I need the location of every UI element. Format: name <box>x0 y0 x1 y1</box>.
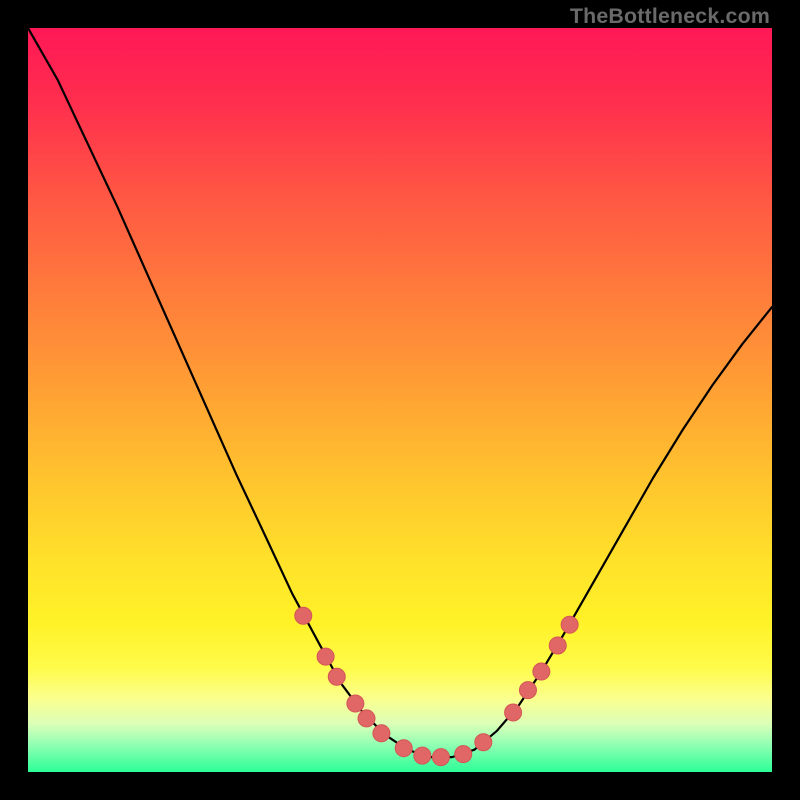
curve-marker <box>395 740 412 757</box>
plot-area <box>28 28 772 772</box>
curve-marker <box>295 607 312 624</box>
curve-marker <box>317 648 334 665</box>
curve-marker <box>414 747 431 764</box>
curve-layer <box>28 28 772 772</box>
curve-markers <box>295 607 578 765</box>
curve-marker <box>519 682 536 699</box>
curve-marker <box>373 725 390 742</box>
curve-marker <box>347 695 364 712</box>
curve-marker <box>561 616 578 633</box>
curve-marker <box>455 746 472 763</box>
curve-marker <box>549 637 566 654</box>
curve-marker <box>432 749 449 766</box>
curve-marker <box>328 668 345 685</box>
curve-marker <box>533 663 550 680</box>
curve-marker <box>358 710 375 727</box>
bottleneck-curve <box>28 28 772 757</box>
chart-frame: TheBottleneck.com <box>0 0 800 800</box>
curve-marker <box>475 734 492 751</box>
watermark-text: TheBottleneck.com <box>570 4 770 29</box>
curve-marker <box>505 704 522 721</box>
